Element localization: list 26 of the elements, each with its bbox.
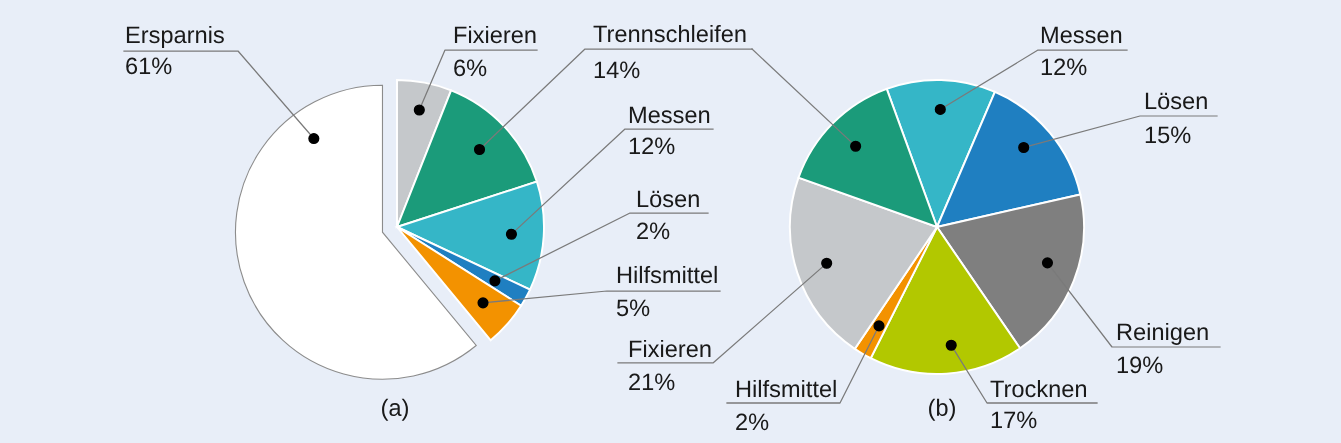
data-label: 17%	[991, 411, 1037, 429]
data-label: 21%	[629, 373, 675, 391]
data-label: 6%	[454, 59, 487, 77]
slice-label: Ersparnis	[126, 25, 224, 48]
data-label: 15%	[1145, 126, 1191, 144]
slice-label: Messen	[629, 106, 710, 124]
slice-label: Fixieren	[629, 339, 711, 358]
data-label: 2%	[637, 222, 670, 240]
slice-label: Fixieren	[454, 25, 536, 44]
data-label: 12%	[629, 137, 675, 155]
slice-label: Messen	[1041, 26, 1122, 44]
text: (a)	[382, 398, 408, 421]
data-label: 5%	[616, 299, 650, 317]
data-label: 12%	[1041, 58, 1087, 76]
text: (b)	[929, 398, 955, 421]
data-label: 61%	[126, 57, 172, 75]
slice-label: Lösen	[1145, 92, 1207, 110]
slice-label: Lösen	[637, 190, 699, 208]
slice-label: Hilfsmittel	[617, 265, 717, 284]
data-label: 19%	[1117, 356, 1163, 374]
slice-label: Trennschleifen	[593, 24, 746, 43]
slice-label: Hilfsmittel	[736, 379, 836, 398]
slice-label: Reinigen	[1117, 322, 1208, 345]
slice-label: Trocknen	[990, 379, 1086, 398]
data-label: 14%	[594, 61, 640, 79]
data-label: 2%	[736, 413, 769, 431]
